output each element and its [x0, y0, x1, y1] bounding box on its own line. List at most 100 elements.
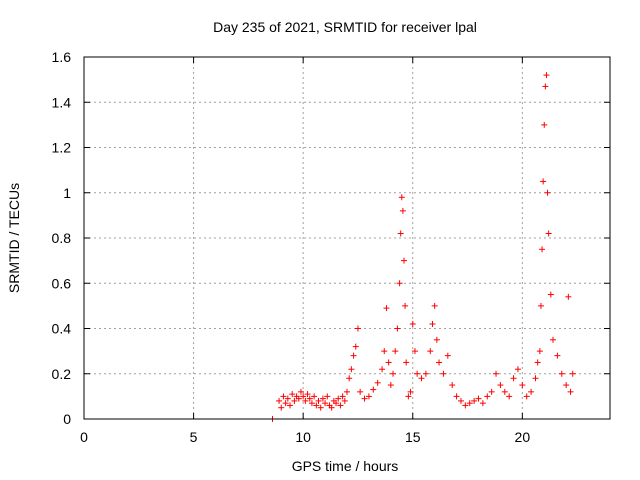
y-tick-label: 0.2 — [52, 366, 72, 382]
data-point — [506, 393, 513, 400]
data-point — [550, 336, 557, 343]
data-point — [398, 194, 405, 201]
data-point — [282, 400, 289, 407]
data-point — [346, 375, 353, 382]
y-tick-label: 0.6 — [52, 275, 72, 291]
data-point — [370, 386, 377, 393]
data-point — [462, 402, 469, 409]
y-tick-label: 1 — [63, 185, 71, 201]
data-point — [540, 178, 547, 185]
data-point — [466, 400, 473, 407]
data-point — [449, 382, 456, 389]
data-point — [414, 370, 421, 377]
data-point — [407, 388, 414, 395]
data-point — [352, 343, 359, 350]
data-point — [523, 393, 530, 400]
data-point — [284, 395, 291, 402]
data-point — [287, 402, 294, 409]
data-point — [402, 302, 409, 309]
data-point — [328, 404, 335, 411]
data-point — [536, 348, 543, 355]
x-tick-label: 15 — [405, 429, 421, 445]
chart-title: Day 235 of 2021, SRMTID for receiver lpa… — [213, 19, 477, 35]
data-point — [534, 359, 541, 366]
data-point — [405, 393, 412, 400]
data-point — [544, 189, 551, 196]
data-point — [308, 400, 315, 407]
data-point — [422, 370, 429, 377]
data-point — [440, 370, 447, 377]
data-point — [554, 352, 561, 359]
data-point — [400, 257, 407, 264]
data-point — [313, 402, 320, 409]
data-point — [493, 370, 500, 377]
x-tick-label: 10 — [295, 429, 311, 445]
data-point — [558, 370, 565, 377]
data-point — [433, 336, 440, 343]
x-axis-label: GPS time / hours — [292, 458, 399, 474]
data-point — [543, 72, 550, 79]
data-point — [427, 348, 434, 355]
data-point — [317, 404, 324, 411]
data-point — [374, 379, 381, 386]
y-axis-label: SRMTID / TECUs — [6, 183, 22, 293]
data-point — [418, 375, 425, 382]
tick-layer: 0 5 10 15 20 0 0.2 0.4 0.6 0.8 1 1.2 1.4 1.6 — [52, 49, 610, 445]
data-point — [471, 397, 478, 404]
data-point — [514, 366, 521, 373]
data-point — [289, 391, 296, 398]
data-point — [547, 291, 554, 298]
data-point — [350, 352, 357, 359]
data-point — [444, 352, 451, 359]
data-point — [354, 325, 361, 332]
data-point — [501, 388, 508, 395]
data-point — [341, 397, 348, 404]
data-point — [295, 395, 302, 402]
data-point — [324, 393, 331, 400]
data-point — [411, 348, 418, 355]
data-point — [479, 400, 486, 407]
y-tick-label: 1.6 — [52, 49, 72, 65]
data-point — [567, 388, 574, 395]
y-tick-label: 1.4 — [52, 94, 72, 110]
data-point — [302, 397, 309, 404]
data-point — [542, 83, 549, 90]
data-point — [497, 382, 504, 389]
data-point — [429, 320, 436, 327]
data-point — [311, 393, 318, 400]
data-point — [361, 395, 368, 402]
data-point — [344, 388, 350, 395]
data-point — [563, 382, 570, 389]
data-point — [457, 397, 464, 404]
data-point — [333, 400, 340, 407]
data-point — [510, 375, 517, 382]
data-point — [385, 359, 392, 366]
x-tick-label: 0 — [80, 429, 88, 445]
data-point — [403, 359, 410, 366]
data-point — [357, 388, 364, 395]
data-point — [387, 382, 394, 389]
data-point — [431, 302, 438, 309]
data-point — [315, 397, 322, 404]
data-point — [319, 395, 326, 402]
data-point — [453, 393, 460, 400]
data-point — [537, 302, 544, 309]
data-point — [396, 280, 403, 287]
data-point — [399, 207, 406, 214]
y-tick-label: 0 — [63, 411, 71, 427]
y-tick-label: 0.4 — [52, 321, 72, 337]
data-point — [276, 397, 283, 404]
x-tick-label: 5 — [190, 429, 198, 445]
data-point — [300, 393, 307, 400]
grid-layer — [84, 57, 610, 419]
data-point — [278, 404, 285, 411]
data-point — [304, 391, 311, 398]
data-point — [322, 400, 329, 407]
data-point — [397, 230, 404, 237]
data-point — [545, 230, 552, 237]
data-point — [390, 370, 397, 377]
data-point — [569, 370, 576, 377]
y-tick-label: 1.2 — [52, 140, 72, 156]
